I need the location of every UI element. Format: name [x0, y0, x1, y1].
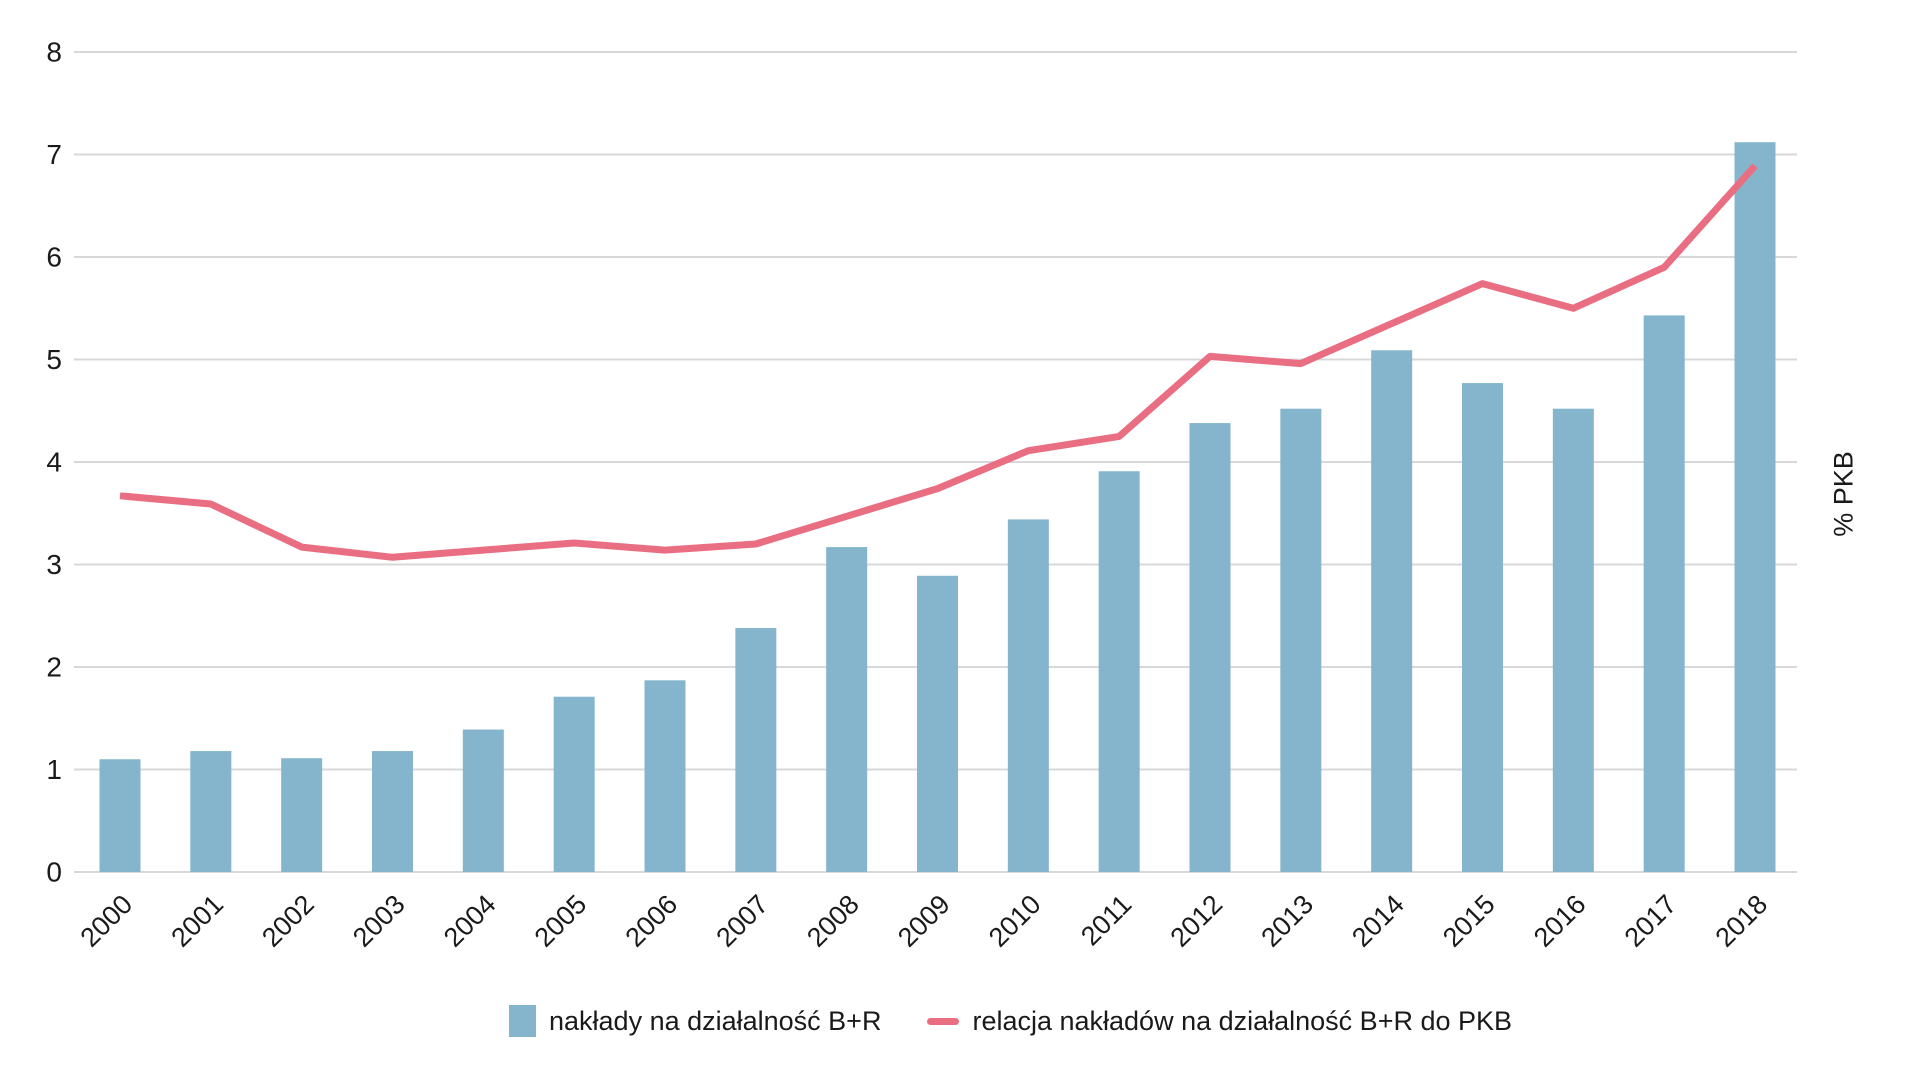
x-tick-label-2010: 2010: [983, 889, 1047, 953]
x-tick-label-2001: 2001: [165, 889, 229, 953]
x-tick-label-2014: 2014: [1346, 889, 1410, 953]
bar-2018: [1734, 142, 1776, 872]
x-tick-label-2018: 2018: [1710, 889, 1774, 953]
x-tick-label-2000: 2000: [75, 889, 139, 953]
bar-2004: [462, 729, 504, 872]
y-tick-label-3: 3: [46, 549, 62, 580]
x-tick-label-2007: 2007: [710, 889, 774, 953]
y-tick-label-8: 8: [46, 37, 62, 68]
x-tick-label-2017: 2017: [1619, 889, 1683, 953]
x-tick-label-2012: 2012: [1165, 889, 1229, 953]
y-tick-label-1: 1: [46, 754, 62, 785]
bar-2014: [1371, 350, 1413, 872]
x-tick-label-2004: 2004: [438, 889, 502, 953]
bar-2001: [190, 751, 232, 872]
bar-series-swatch: [509, 1005, 536, 1037]
bar-2010: [1007, 519, 1049, 872]
y-tick-label-7: 7: [46, 139, 62, 170]
bar-2006: [644, 680, 686, 872]
x-tick-label-2003: 2003: [347, 889, 411, 953]
bar-2000: [99, 759, 141, 872]
bar-2012: [1189, 423, 1231, 872]
bar-2017: [1643, 315, 1685, 872]
x-tick-label-2006: 2006: [620, 889, 684, 953]
legend-item-bar-series: nakłady na działalność B+R: [509, 1005, 881, 1037]
bar-2016: [1552, 408, 1594, 872]
legend: nakłady na działalność B+R relacja nakła…: [509, 1003, 1512, 1039]
bar-2011: [1098, 471, 1140, 872]
bar-2008: [826, 547, 868, 872]
bar-2007: [735, 628, 777, 872]
x-tick-label-2016: 2016: [1528, 889, 1592, 953]
x-tick-label-2008: 2008: [801, 889, 865, 953]
x-tick-label-2005: 2005: [529, 889, 593, 953]
line-series-swatch: [927, 1017, 960, 1025]
x-tick-label-2002: 2002: [256, 889, 320, 953]
y-tick-label-5: 5: [46, 344, 62, 375]
x-tick-label-2011: 2011: [1075, 889, 1137, 951]
line-series-label: relacja nakładów na działalność B+R do P…: [972, 1005, 1513, 1036]
bar-series-label: nakłady na działalność B+R: [549, 1005, 882, 1036]
x-tick-label-2013: 2013: [1255, 889, 1319, 953]
x-tick-label-2015: 2015: [1437, 889, 1501, 953]
y-tick-label-6: 6: [46, 242, 62, 273]
bar-2005: [553, 696, 595, 872]
trend-line: [119, 163, 1758, 561]
bar-2015: [1462, 383, 1503, 872]
bar-2013: [1280, 408, 1322, 872]
bar-2002: [281, 758, 323, 872]
y-tick-label-4: 4: [46, 447, 62, 478]
x-tick-label-2009: 2009: [892, 889, 956, 953]
y-tick-label-0: 0: [46, 857, 62, 888]
legend-item-line-series: relacja nakładów na działalność B+R do P…: [927, 1006, 1512, 1037]
bar-2003: [372, 751, 413, 872]
bar-2009: [917, 575, 958, 872]
y-tick-label-2: 2: [46, 652, 62, 683]
right-axis-title: % PKB: [1828, 451, 1859, 537]
